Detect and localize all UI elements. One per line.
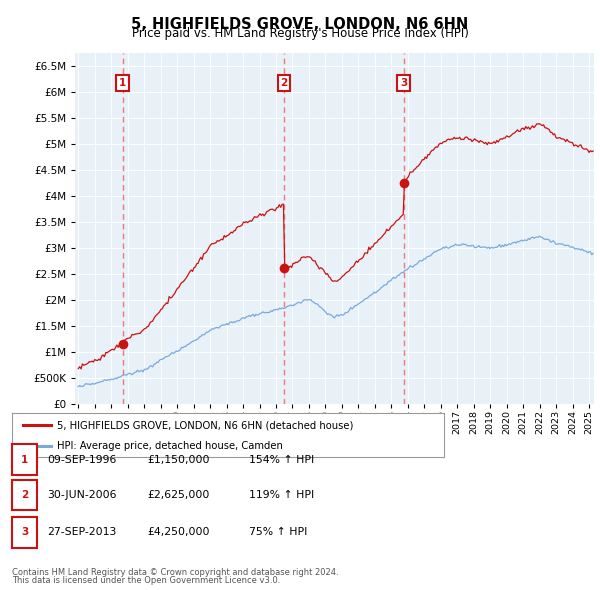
Text: 30-JUN-2006: 30-JUN-2006	[47, 490, 116, 500]
Text: 3: 3	[21, 527, 28, 537]
Text: 119% ↑ HPI: 119% ↑ HPI	[249, 490, 314, 500]
Text: 5, HIGHFIELDS GROVE, LONDON, N6 6HN (detached house): 5, HIGHFIELDS GROVE, LONDON, N6 6HN (det…	[58, 421, 354, 430]
Text: £2,625,000: £2,625,000	[147, 490, 209, 500]
Text: Price paid vs. HM Land Registry's House Price Index (HPI): Price paid vs. HM Land Registry's House …	[131, 27, 469, 40]
Text: 75% ↑ HPI: 75% ↑ HPI	[249, 527, 307, 537]
Text: 09-SEP-1996: 09-SEP-1996	[47, 455, 116, 464]
Text: 3: 3	[400, 78, 407, 88]
Text: 2: 2	[281, 78, 288, 88]
Text: 27-SEP-2013: 27-SEP-2013	[47, 527, 116, 537]
Text: 1: 1	[21, 455, 28, 464]
Text: HPI: Average price, detached house, Camden: HPI: Average price, detached house, Camd…	[58, 441, 283, 451]
Text: 5, HIGHFIELDS GROVE, LONDON, N6 6HN: 5, HIGHFIELDS GROVE, LONDON, N6 6HN	[131, 17, 469, 31]
Text: 154% ↑ HPI: 154% ↑ HPI	[249, 455, 314, 464]
Text: 1: 1	[119, 78, 126, 88]
Text: £1,150,000: £1,150,000	[147, 455, 209, 464]
Text: Contains HM Land Registry data © Crown copyright and database right 2024.: Contains HM Land Registry data © Crown c…	[12, 568, 338, 577]
Text: 2: 2	[21, 490, 28, 500]
Text: £4,250,000: £4,250,000	[147, 527, 209, 537]
Text: This data is licensed under the Open Government Licence v3.0.: This data is licensed under the Open Gov…	[12, 576, 280, 585]
